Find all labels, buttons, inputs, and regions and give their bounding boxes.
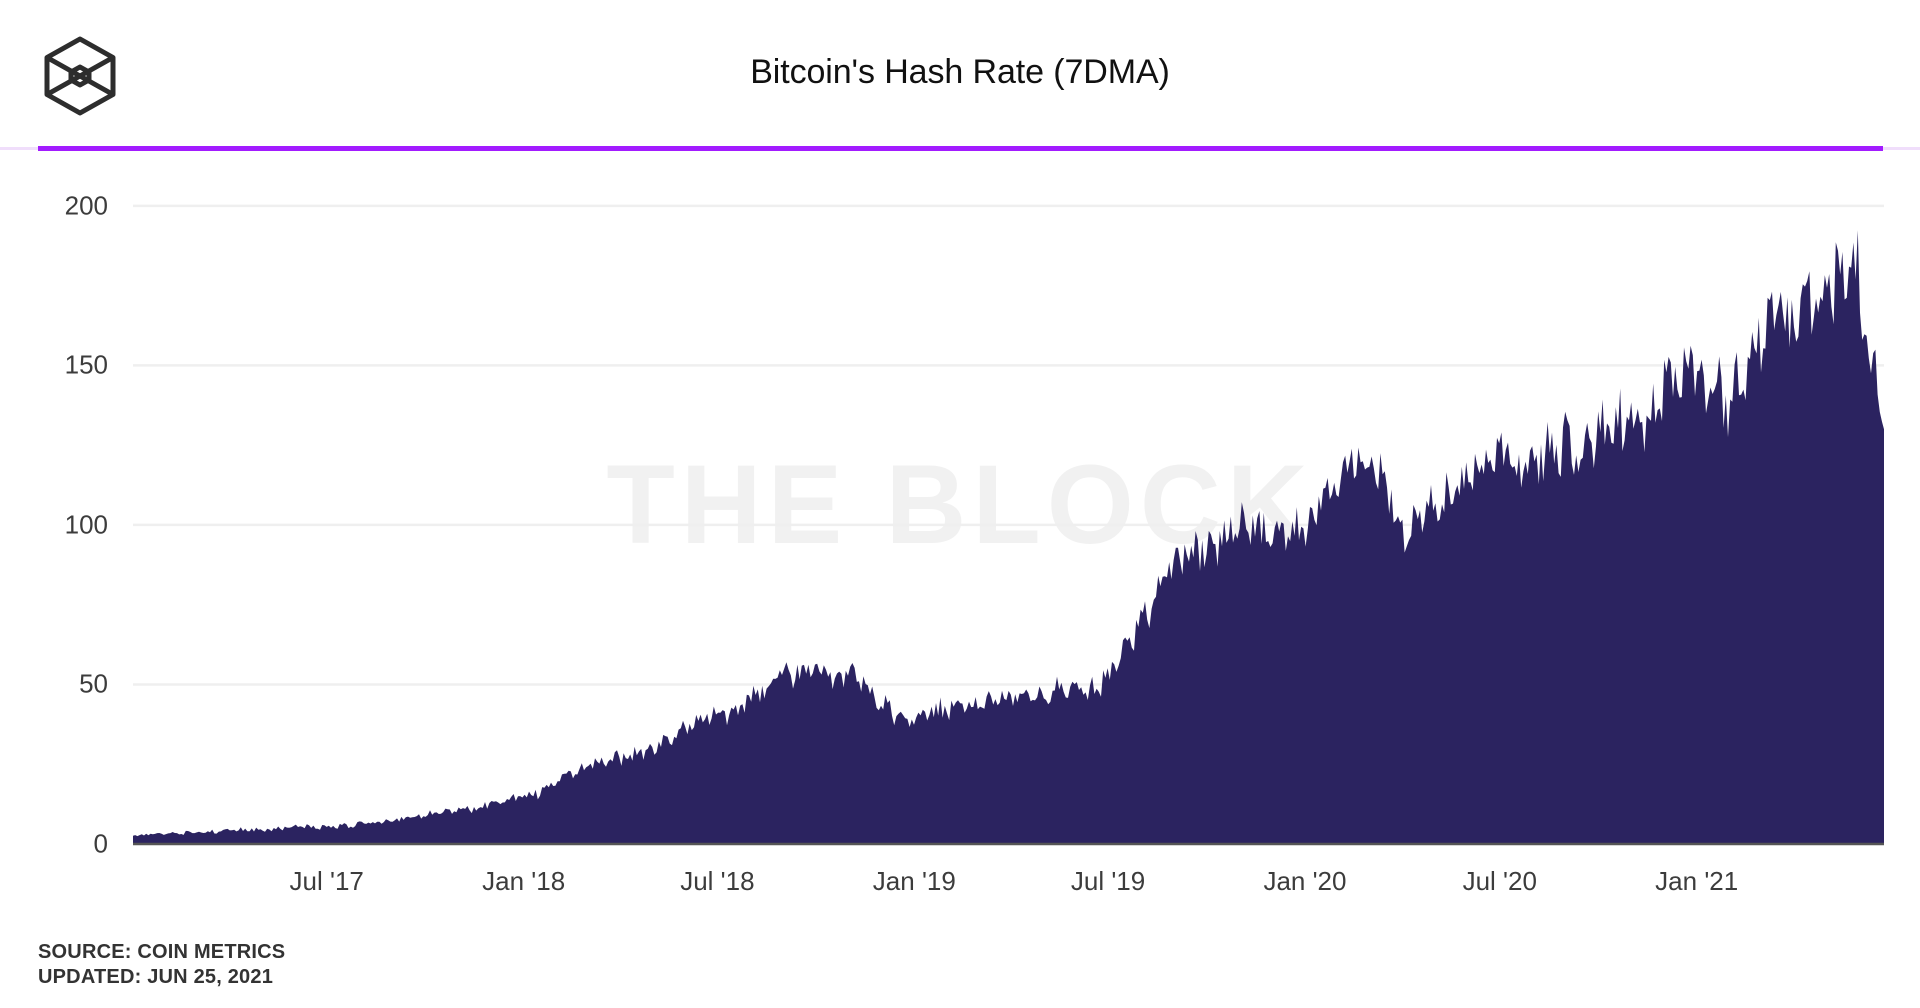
accent-rule — [38, 146, 1883, 151]
area-chart-svg — [133, 204, 1884, 846]
y-axis-tick-label: 100 — [64, 509, 108, 540]
chart-footer: SOURCE: COIN METRICS UPDATED: JUN 25, 20… — [38, 940, 938, 990]
x-axis-tick-label: Jul '19 — [1070, 866, 1146, 896]
y-axis-tick-label: 50 — [79, 668, 108, 699]
accent-rule-left-fade — [0, 147, 38, 150]
x-axis-tick-label: Jan '20 — [1263, 866, 1347, 896]
x-axis-tick-label: Jul '20 — [1462, 866, 1537, 896]
y-axis-tick-label: 200 — [64, 190, 108, 221]
x-axis-tick-label: Jul '18 — [680, 866, 755, 896]
plot-area: THE BLOCK — [0, 148, 1920, 860]
page-title: Bitcoin's Hash Rate (7DMA) — [750, 53, 1170, 91]
x-axis-tick-labels: Jul '17 Jan '18 Jul '18 Jan '19 Jul '19 Jan '… — [0, 866, 1920, 912]
source-label: SOURCE: COIN METRICS — [38, 941, 286, 963]
updated-label: UPDATED: JUN 25, 2021 — [38, 966, 274, 988]
y-axis-tick-label: 0 — [93, 828, 108, 859]
hash-rate-area-series — [133, 230, 1884, 845]
x-axis-tick-label: Jan '18 — [482, 866, 566, 896]
y-axis-tick-labels: 0 50 100 150 200 — [0, 148, 108, 860]
chart-header: Bitcoin's Hash Rate (7DMA) — [0, 0, 1920, 151]
the-block-hexagon-logo-icon — [37, 33, 123, 119]
y-axis-tick-label: 150 — [64, 349, 108, 380]
accent-rule-right-fade — [1883, 147, 1920, 150]
x-axis-tick-label: Jan '21 — [1655, 866, 1739, 896]
x-axis-tick-label: Jul '17 — [289, 866, 364, 896]
x-axis-tick-label: Jan '19 — [872, 866, 956, 896]
